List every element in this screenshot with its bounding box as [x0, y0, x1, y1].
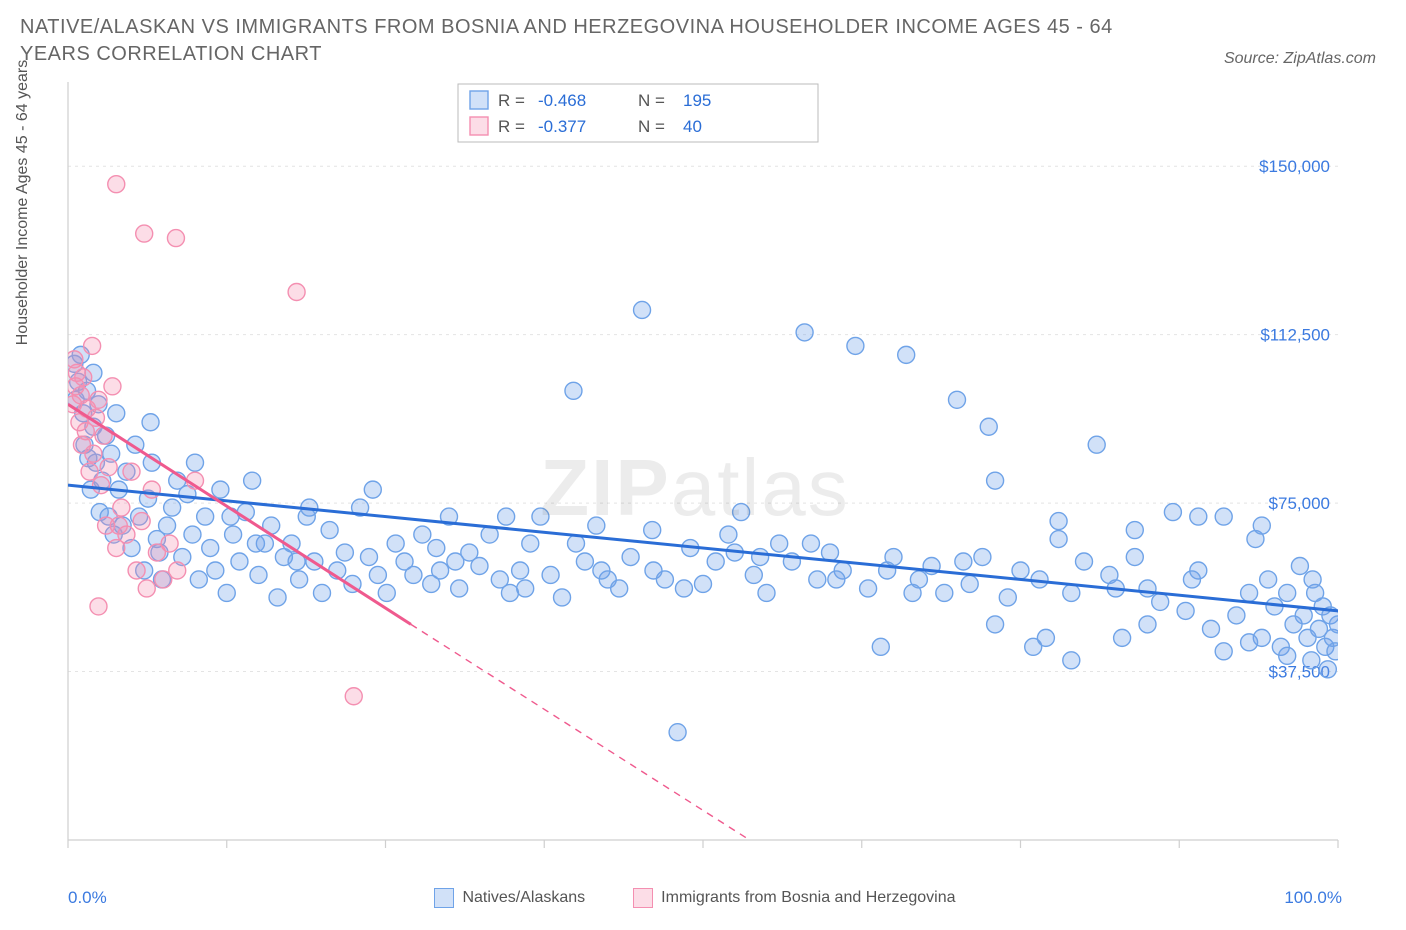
svg-text:40: 40: [683, 117, 702, 136]
svg-text:R =: R =: [498, 117, 525, 136]
chart-title: NATIVE/ALASKAN VS IMMIGRANTS FROM BOSNIA…: [20, 14, 1170, 68]
y-axis-label: Householder Income Ages 45 - 64 years: [14, 60, 32, 346]
svg-text:-0.468: -0.468: [538, 91, 586, 110]
svg-text:$112,500: $112,500: [1260, 326, 1330, 345]
legend-label: Immigrants from Bosnia and Herzegovina: [661, 889, 955, 907]
source-credit: Source: ZipAtlas.com: [1224, 50, 1376, 68]
legend-label: Natives/Alaskans: [462, 889, 585, 907]
svg-text:R =: R =: [498, 91, 525, 110]
svg-text:$75,000: $75,000: [1269, 494, 1330, 513]
svg-text:-0.377: -0.377: [538, 117, 586, 136]
legend-item-immigrants: Immigrants from Bosnia and Herzegovina: [633, 888, 955, 908]
svg-text:$150,000: $150,000: [1259, 157, 1330, 176]
legend-swatch-icon: [633, 888, 653, 908]
svg-text:N =: N =: [638, 91, 665, 110]
legend-item-natives: Natives/Alaskans: [434, 888, 585, 908]
svg-text:N =: N =: [638, 117, 665, 136]
chart-container: Householder Income Ages 45 - 64 years ZI…: [20, 72, 1370, 904]
legend-swatch-icon: [434, 888, 454, 908]
svg-text:195: 195: [683, 91, 711, 110]
legend-bottom: Natives/Alaskans Immigrants from Bosnia …: [20, 888, 1370, 908]
scatter-chart: $37,500$75,000$112,500$150,000R =-0.468N…: [20, 72, 1370, 872]
